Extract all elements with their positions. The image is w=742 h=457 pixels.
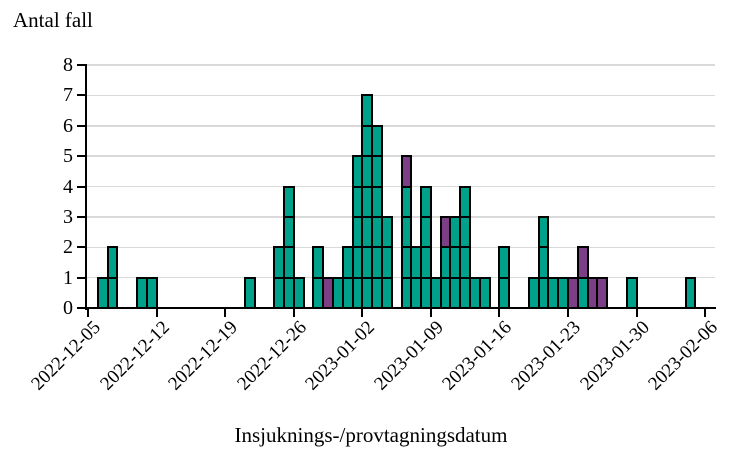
y-axis-tick	[77, 94, 86, 97]
bar-cell-teal	[401, 216, 412, 248]
x-axis-tick	[704, 309, 707, 317]
bar-cell-teal	[283, 186, 295, 218]
x-axis-tick	[567, 309, 570, 317]
bar-cell-purple	[401, 155, 412, 188]
bar-cell-teal	[420, 216, 432, 248]
x-tick-label: 2023-01-02	[301, 317, 380, 395]
x-axis-tick	[361, 309, 364, 317]
y-tick-label: 8	[63, 54, 73, 76]
y-tick-label: 5	[63, 145, 73, 168]
y-axis-title: Antal fall	[13, 8, 93, 32]
y-axis-tick	[77, 307, 86, 309]
bar-cell-teal	[401, 186, 412, 218]
bar-cell-teal	[685, 277, 696, 309]
bar-cell-teal	[361, 94, 373, 127]
x-axis-tick	[292, 309, 295, 317]
bar-cell-teal	[420, 246, 432, 279]
bar-cell-teal	[381, 216, 393, 248]
bar-cell-teal	[538, 216, 549, 248]
bar-cell-teal	[283, 246, 295, 279]
bar-cell-teal	[371, 155, 383, 188]
x-axis-tick	[498, 309, 501, 317]
x-tick-label: 2023-01-23	[507, 317, 585, 395]
x-axis-tick	[429, 309, 432, 317]
bar-cell-teal	[459, 186, 471, 218]
y-tick-label: 7	[63, 84, 73, 107]
gridline	[87, 125, 715, 127]
y-axis-tick	[77, 246, 86, 249]
y-tick-label: 1	[63, 266, 73, 289]
bar-cell-teal	[107, 246, 118, 279]
x-axis-tick	[155, 309, 158, 317]
x-tick-label: 2023-02-06	[644, 317, 723, 395]
x-tick-label: 2022-12-12	[95, 317, 174, 395]
bar-cell-teal	[146, 277, 158, 309]
x-axis-tick	[87, 309, 89, 317]
bar-cell-teal	[371, 186, 383, 218]
x-axis-tick	[635, 309, 638, 317]
x-axis-tick	[224, 309, 227, 317]
x-tick-label: 2023-01-16	[438, 317, 517, 395]
y-tick-label: 2	[63, 236, 73, 259]
bar-cell-teal	[381, 246, 393, 279]
bar-cell-teal	[107, 277, 118, 309]
bar-cell-teal	[283, 216, 295, 248]
x-axis-title: Insjuknings-/provtagningsdatum	[234, 423, 508, 447]
y-tick-label: 6	[63, 114, 73, 137]
x-tick-label: 2023-01-30	[575, 317, 654, 395]
x-tick-label: 2023-01-09	[370, 317, 448, 395]
x-tick-label: 2022-12-05	[27, 317, 105, 395]
bar-cell-teal	[498, 277, 510, 309]
bar-cell-teal	[459, 246, 471, 279]
y-axis-tick	[77, 124, 86, 127]
y-tick-label: 4	[63, 175, 73, 198]
gridline	[87, 64, 715, 66]
bar-cell-teal	[244, 277, 256, 309]
bar-cell-teal	[371, 125, 383, 157]
bar-cell-purple	[577, 246, 589, 279]
bar-cell-teal	[293, 277, 305, 309]
x-tick-label: 2022-12-26	[233, 317, 311, 395]
y-axis-tick	[77, 215, 86, 218]
y-axis-line	[85, 64, 87, 310]
bar-cell-teal	[312, 246, 324, 279]
x-axis-line	[85, 307, 716, 309]
bar-cell-purple	[596, 277, 608, 309]
bar-cell-teal	[420, 186, 432, 218]
y-axis-tick	[77, 155, 86, 158]
bar-cell-teal	[498, 246, 510, 279]
gridline	[87, 94, 715, 97]
x-tick-label: 2022-12-19	[164, 317, 243, 395]
bar-cell-teal	[626, 277, 638, 309]
y-tick-label: 3	[63, 205, 73, 228]
bar-cell-teal	[538, 246, 549, 279]
bar-cell-teal	[459, 216, 471, 248]
bar-cell-teal	[381, 277, 393, 309]
y-axis-tick	[77, 185, 86, 188]
y-axis-tick	[77, 64, 86, 66]
bar-cell-teal	[479, 277, 491, 309]
y-tick-label: 0	[63, 297, 73, 319]
y-axis-tick	[77, 276, 86, 279]
